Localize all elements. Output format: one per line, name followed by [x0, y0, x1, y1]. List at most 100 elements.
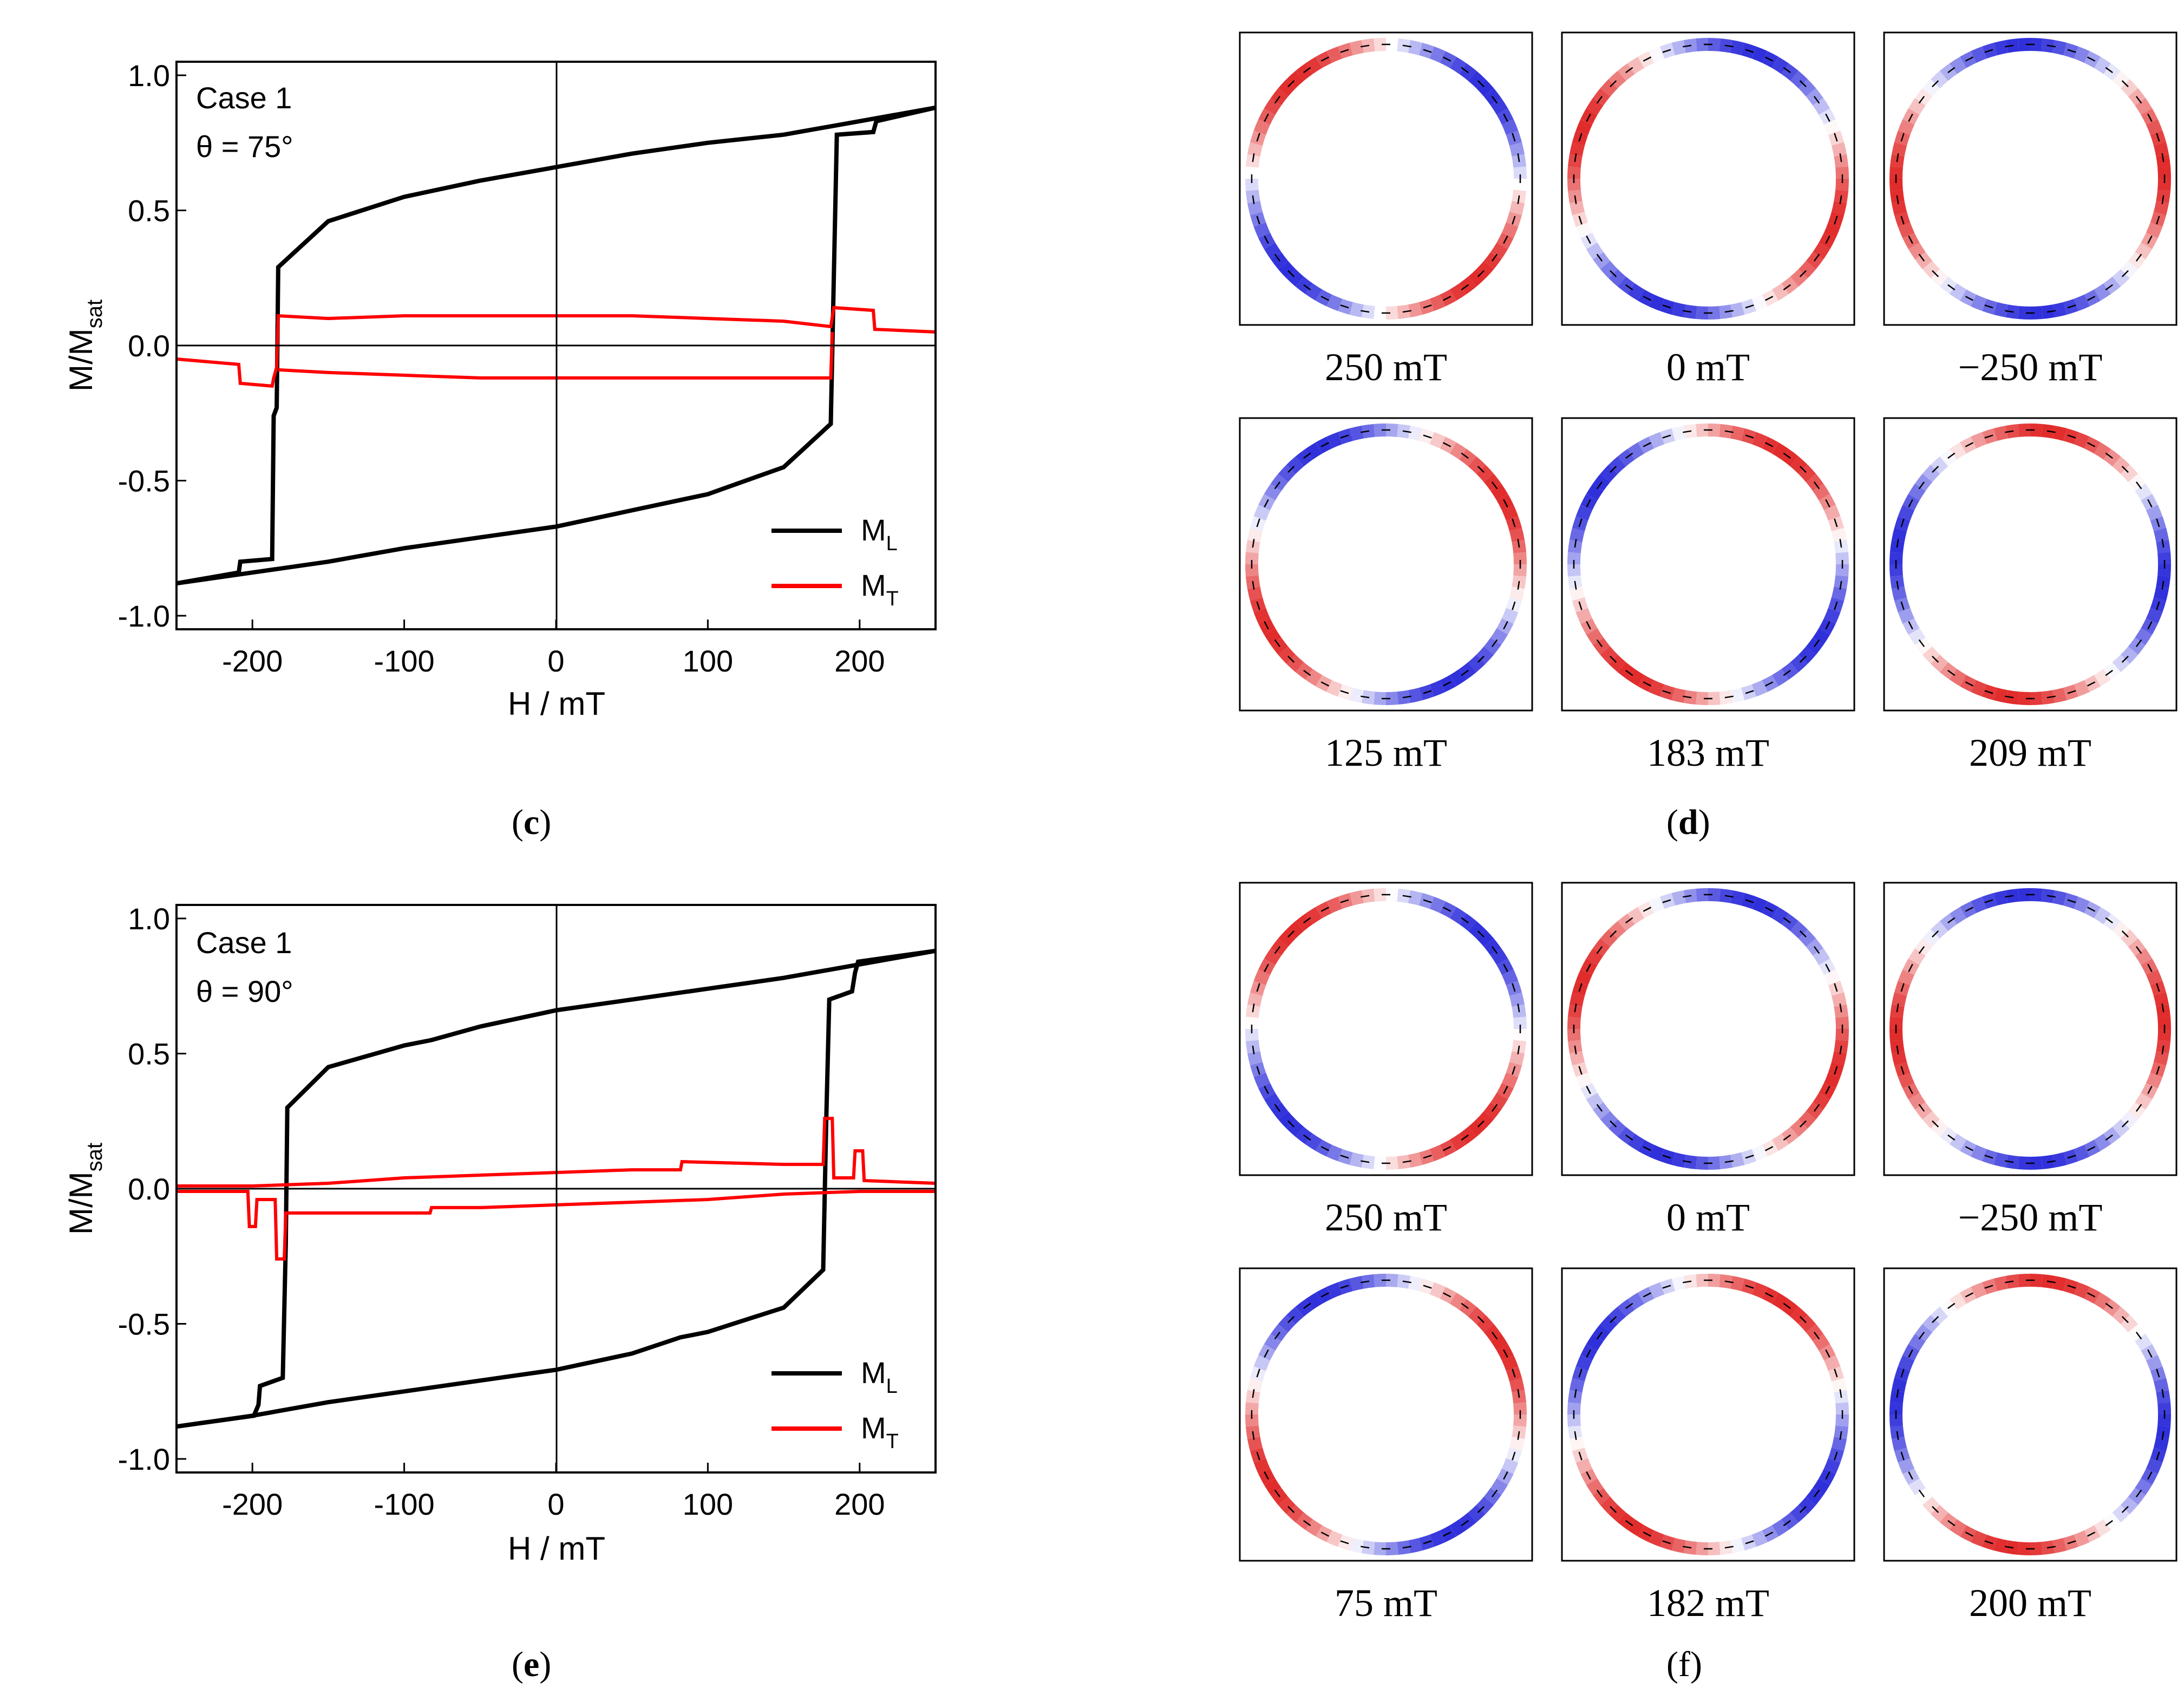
- moment-arrow: [1574, 1003, 1577, 1013]
- moment-arrow: [1442, 296, 1451, 301]
- moment-arrow: [1461, 452, 1469, 459]
- moment-arrow: [1896, 539, 1899, 548]
- moment-arrow: [1965, 56, 1974, 62]
- moment-arrow: [1764, 1531, 1774, 1537]
- moment-arrow: [1839, 581, 1842, 590]
- moment-arrow: [1643, 1292, 1652, 1298]
- moment-arrow: [2161, 1431, 2165, 1440]
- moment-arrow: [2135, 1332, 2142, 1340]
- moment-arrow: [1643, 296, 1652, 301]
- y-tick-label-e-0: -1.0: [118, 1442, 171, 1476]
- moment-arrow: [1610, 466, 1617, 473]
- ring-segment: [1575, 1072, 1593, 1089]
- panel-label-f: (f): [1666, 1645, 1702, 1684]
- moment-arrow: [1461, 669, 1469, 676]
- annotation-case-c: Case 1: [196, 81, 292, 115]
- ring-segment: [1751, 294, 1768, 311]
- moment-arrow: [1799, 80, 1807, 88]
- snapshot-cell-f-1-2: 200 mT: [1883, 1267, 2178, 1625]
- moment-arrow: [1825, 621, 1830, 630]
- moment-arrow: [1423, 1155, 1432, 1159]
- annotation-theta-e: θ = 90°: [196, 974, 293, 1008]
- ring-segment: [2146, 505, 2163, 521]
- moment-arrow: [1264, 113, 1269, 122]
- moment-arrow: [1984, 1155, 1993, 1159]
- moment-arrow: [1932, 466, 1939, 473]
- moment-arrow: [1274, 1104, 1281, 1112]
- moment-arrow: [1596, 253, 1603, 262]
- moment-arrow: [1517, 1389, 1520, 1398]
- moment-arrow: [1303, 452, 1311, 459]
- ring-segment: [1501, 119, 1519, 135]
- snapshot-cell-d-1-2: 209 mT: [1883, 417, 2178, 774]
- x-tick-label-c-2: 0: [547, 644, 564, 678]
- moment-arrow: [1477, 466, 1485, 473]
- moment-arrow: [1517, 1431, 1520, 1440]
- moment-arrow: [1783, 67, 1791, 74]
- ring-segment: [1575, 1458, 1593, 1474]
- ring-segment: [1971, 680, 1987, 697]
- moment-arrow: [2005, 1160, 2014, 1163]
- ring-segment: [1501, 608, 1519, 624]
- moment-arrow: [1799, 930, 1807, 938]
- ring-segment: [1501, 1355, 1519, 1371]
- moment-arrow: [1274, 946, 1281, 954]
- moment-arrow: [1287, 655, 1295, 663]
- moment-arrow: [1625, 1302, 1633, 1309]
- moment-arrow: [1402, 1280, 1411, 1283]
- moment-arrow: [1340, 49, 1349, 53]
- moment-arrow: [2161, 195, 2165, 204]
- moment-arrow: [2156, 518, 2160, 527]
- moment-arrow: [2046, 1546, 2056, 1549]
- ring-segment: [2074, 294, 2090, 311]
- legend-e: ML MT: [771, 1355, 899, 1453]
- moment-arrow: [1491, 639, 1498, 647]
- moment-arrow: [2121, 466, 2129, 473]
- y-tick-label-c-3: 0.5: [128, 193, 170, 227]
- moment-arrow: [1402, 310, 1411, 313]
- moment-arrow: [1503, 1471, 1508, 1480]
- moment-arrow: [1340, 899, 1349, 903]
- panel-label-c: (c): [512, 803, 551, 842]
- moment-arrow: [1578, 216, 1583, 225]
- moment-arrow: [1320, 1531, 1330, 1537]
- moment-arrow: [2067, 1155, 2076, 1159]
- ring-segment: [1649, 432, 1665, 449]
- moment-arrow: [2046, 695, 2056, 699]
- moment-arrow: [1965, 1292, 1974, 1298]
- moment-arrow: [1264, 621, 1269, 630]
- moment-arrow: [1783, 1302, 1791, 1309]
- moment-arrow: [1287, 1120, 1295, 1128]
- moment-arrow: [1900, 133, 1905, 142]
- ring-segment: [1898, 119, 1915, 135]
- moment-arrow: [1574, 539, 1577, 548]
- ring-segment: [2146, 1355, 2163, 1371]
- ring-segment: [1823, 222, 1841, 238]
- moment-arrow: [1574, 195, 1577, 204]
- snapshot-frame: [1239, 882, 1533, 1176]
- snapshot-cell-f-1-1: 182 mT: [1561, 1267, 1855, 1625]
- moment-arrow: [1574, 1431, 1577, 1440]
- moment-arrow: [2105, 917, 2113, 924]
- moment-arrow: [2121, 1120, 2129, 1128]
- moment-arrow: [1320, 56, 1330, 62]
- snapshot-field-label: 183 mT: [1647, 731, 1769, 774]
- moment-arrow: [1813, 1489, 1820, 1497]
- y-axis-title-c: M/Msat: [63, 299, 107, 392]
- moment-arrow: [1764, 1292, 1774, 1298]
- moment-arrow: [1610, 655, 1617, 663]
- snapshot-frame: [1561, 31, 1855, 326]
- x-tick-label-e-0: -200: [222, 1487, 283, 1521]
- snapshot-field-label: −250 mT: [1958, 346, 2103, 389]
- ring-segment: [1649, 46, 1665, 63]
- moment-arrow: [1918, 253, 1925, 262]
- moment-arrow: [1264, 499, 1269, 508]
- ring-segment: [1898, 969, 1915, 986]
- moment-arrow: [2156, 1066, 2160, 1075]
- ring-segment: [1751, 680, 1768, 697]
- moment-arrow: [1578, 601, 1583, 610]
- snapshot-cell-f-0-1: 0 mT: [1561, 882, 1855, 1239]
- moment-arrow: [1908, 499, 1913, 508]
- ring-segment: [1823, 1072, 1841, 1089]
